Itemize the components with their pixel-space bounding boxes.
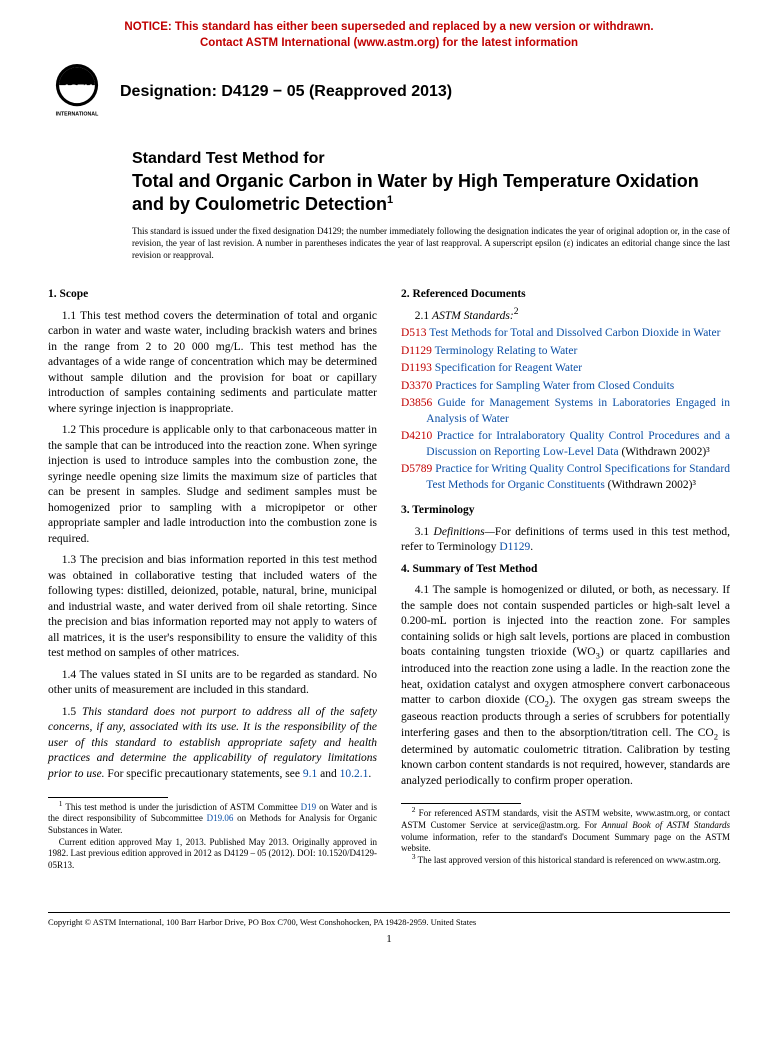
link-d19-06[interactable]: D19.06 [207,813,234,823]
footnote-3: 3 The last approved version of this hist… [401,855,730,867]
para-1-2: 1.2 This procedure is applicable only to… [48,423,377,547]
right-column: 2. Referenced Documents 2.1 ASTM Standar… [401,283,730,872]
link-d1129-body[interactable]: D1129 [499,541,530,553]
footer-block: Copyright © ASTM International, 100 Barr… [48,912,730,945]
title-superscript: 1 [387,194,393,206]
para-1-4: 1.4 The values stated in SI units are to… [48,668,377,699]
header-row: ASTM INTERNATIONAL Designation: D4129 − … [48,63,730,121]
footnote-2: 2 For referenced ASTM standards, visit t… [401,808,730,855]
issuance-note: This standard is issued under the fixed … [132,225,730,261]
ref-item-d4210[interactable]: D4210 Practice for Intralaboratory Quali… [401,429,730,460]
ref-item-d513[interactable]: D513 Test Methods for Total and Dissolve… [401,326,730,342]
para-4-1: 4.1 The sample is homogenized or diluted… [401,583,730,789]
left-column: 1. Scope 1.1 This test method covers the… [48,283,377,872]
section-1-head: 1. Scope [48,287,377,303]
para-1-3: 1.3 The precision and bias information r… [48,553,377,662]
referenced-docs-list: D513 Test Methods for Total and Dissolve… [401,326,730,493]
para-3-1: 3.1 Definitions—For definitions of terms… [401,525,730,556]
ref-10-2-1[interactable]: 10.2.1 [340,768,369,780]
section-4-head: 4. Summary of Test Method [401,562,730,578]
logo-text-bottom: INTERNATIONAL [56,112,99,118]
ref-item-d1129[interactable]: D1129 Terminology Relating to Water [401,344,730,360]
copyright-text: Copyright © ASTM International, 100 Barr… [48,917,730,927]
ref-item-d3856[interactable]: D3856 Guide for Management Systems in La… [401,396,730,427]
para-1-1: 1.1 This test method covers the determin… [48,309,377,418]
title-prefix: Standard Test Method for [132,149,730,170]
ref-item-d5789[interactable]: D5789 Practice for Writing Quality Contr… [401,462,730,493]
footer-rule [48,912,730,913]
footnote-rule-left [48,797,168,798]
title-main: Total and Organic Carbon in Water by Hig… [132,170,730,217]
footnote-rule-right [401,803,521,804]
link-d19[interactable]: D19 [301,802,317,812]
page-number: 1 [48,933,730,945]
footnote-1: 1 This test method is under the jurisdic… [48,802,377,837]
logo-text-top: ASTM [61,83,92,95]
section-3-head: 3. Terminology [401,503,730,519]
astm-logo: ASTM INTERNATIONAL [48,63,106,121]
notice-line-2: Contact ASTM International (www.astm.org… [48,36,730,52]
notice-block: NOTICE: This standard has either been su… [48,20,730,51]
footnote-1b: Current edition approved May 1, 2013. Pu… [48,837,377,872]
body-columns: 1. Scope 1.1 This test method covers the… [48,283,730,872]
page-container: NOTICE: This standard has either been su… [0,0,778,975]
section-2-head: 2. Referenced Documents [401,287,730,303]
section-2-sub: 2.1 ASTM Standards:2 [401,309,730,325]
ref-item-d1193[interactable]: D1193 Specification for Reagent Water [401,361,730,377]
title-block: Standard Test Method for Total and Organ… [132,149,730,217]
designation-text: Designation: D4129 − 05 (Reapproved 2013… [120,83,452,101]
ref-item-d3370[interactable]: D3370 Practices for Sampling Water from … [401,379,730,395]
ref-9-1[interactable]: 9.1 [303,768,317,780]
para-1-5: 1.5 This standard does not purport to ad… [48,705,377,783]
notice-line-1: NOTICE: This standard has either been su… [48,20,730,36]
